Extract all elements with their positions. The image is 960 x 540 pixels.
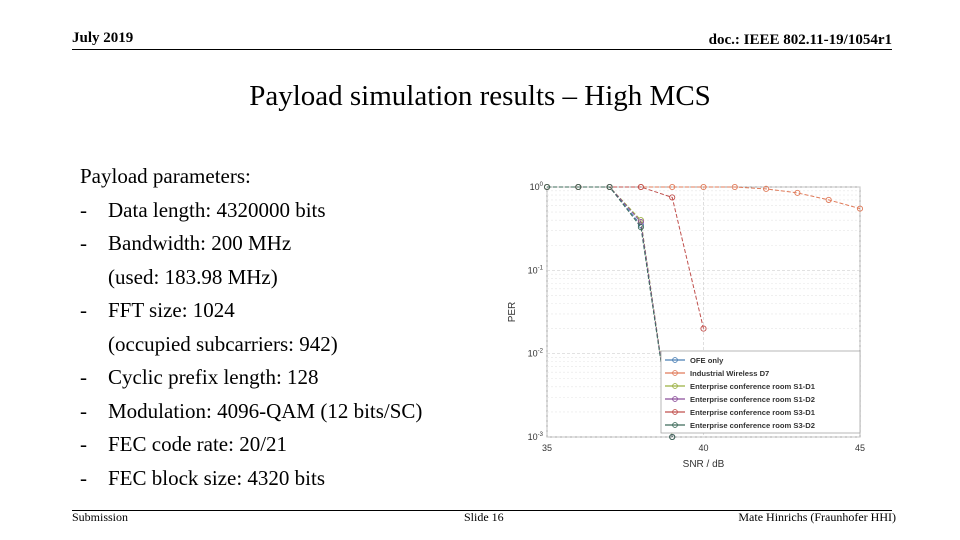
parameter-text: Cyclic prefix length: 128 [108, 365, 319, 389]
legend-label: OFE only [690, 356, 724, 365]
footer-divider [72, 510, 892, 511]
legend-swatch-marker [672, 396, 678, 402]
data-point [700, 325, 707, 332]
parameter-item: - Cyclic prefix length: 128 [80, 361, 422, 395]
header-divider [72, 49, 892, 50]
data-point [669, 183, 676, 191]
bullet-dash: - [80, 432, 87, 456]
header-doc-id: doc.: IEEE 802.11-19/1054r1 [708, 32, 892, 48]
data-point [825, 196, 832, 203]
legend-label: Enterprise conference room S3-D2 [690, 421, 815, 430]
bullet-dash: - [80, 398, 87, 423]
parameter-item: - Data length: 4320000 bits [80, 194, 422, 228]
footer-slide-number: Slide 16 [464, 510, 504, 524]
legend-label: Industrial Wireless D7 [690, 369, 769, 378]
parameter-subtext: (occupied subcarriers: 942) [108, 331, 338, 356]
parameter-item: - FEC code rate: 20/21 [80, 428, 422, 462]
data-point [606, 183, 613, 191]
legend-swatch-marker [672, 383, 678, 389]
legend-swatch-marker [672, 357, 678, 363]
parameter-list: Payload parameters: - Data length: 432000… [80, 160, 422, 495]
legend-swatch-marker [672, 370, 678, 376]
parameter-text: FEC code rate: 20/21 [108, 432, 288, 456]
bullet-dash: - [80, 365, 87, 389]
legend-label: Enterprise conference room S3-D1 [690, 408, 816, 417]
series-line [547, 186, 673, 438]
footer-author: Mate Hinrichs (Fraunhofer HHI) [738, 510, 896, 524]
x-axis-label: SNR / dB [683, 459, 725, 470]
footer-submission: Submission [72, 510, 129, 524]
parameter-text: Data length: 4320000 bits [108, 197, 326, 222]
data-point [575, 183, 582, 191]
data-point [763, 185, 770, 192]
parameter-item: - FEC block size: 4320 bits [80, 462, 422, 496]
bullet-dash: - [80, 298, 87, 322]
y-axis-label: PER [507, 302, 518, 323]
data-point [669, 433, 676, 441]
bullet-dash: - [80, 197, 87, 222]
legend-label: Enterprise conference room S1-D2 [690, 395, 815, 404]
parameter-heading: Payload parameters: [80, 164, 251, 188]
parameter-text: Modulation: 4096-QAM (12 bits/SC) [108, 398, 423, 423]
parameter-item: - Modulation: 4096-QAM (12 bits/SC) [80, 395, 422, 429]
data-point [700, 183, 707, 191]
per-vs-snr-chart: 100 10-1 10-2 10-335 40 45 SNR / dB PER OFE only… [507, 182, 865, 470]
legend-swatch-marker [672, 409, 678, 415]
data-point [543, 183, 551, 191]
x-tick-label: 45 [855, 443, 865, 453]
parameter-text: FFT size: 1024 [108, 298, 235, 322]
legend-box [660, 350, 861, 434]
y-tick-label: 10-1 [528, 265, 544, 275]
header-date: July 2019 [72, 30, 134, 46]
data-point [856, 205, 864, 212]
parameter-subtext: (used: 183.98 MHz) [108, 264, 278, 289]
y-tick-label: 10-3 [528, 432, 544, 442]
parameter-text: Bandwidth: 200 MHz [108, 231, 292, 255]
legend-swatch-marker [672, 422, 678, 428]
x-tick-label: 35 [542, 443, 552, 453]
x-tick-label: 40 [698, 443, 708, 453]
y-tick-label: 10-2 [528, 349, 544, 359]
y-tick-label: 100 [530, 182, 544, 192]
data-point [794, 189, 801, 196]
data-point [637, 224, 644, 231]
legend-label: Enterprise conference room S1-D1 [690, 382, 816, 391]
data-point [731, 183, 738, 191]
bullet-dash: - [80, 231, 87, 255]
data-point [669, 194, 676, 201]
slide-title: Payload simulation results – High MCS [249, 80, 711, 112]
parameter-item: - Bandwidth: 200 MHz [80, 227, 422, 261]
parameter-item: - FFT size: 1024 [80, 294, 422, 328]
bullet-dash: - [80, 465, 87, 490]
series-line [547, 186, 861, 210]
data-point [637, 183, 644, 191]
parameter-text: FEC block size: 4320 bits [108, 465, 325, 490]
